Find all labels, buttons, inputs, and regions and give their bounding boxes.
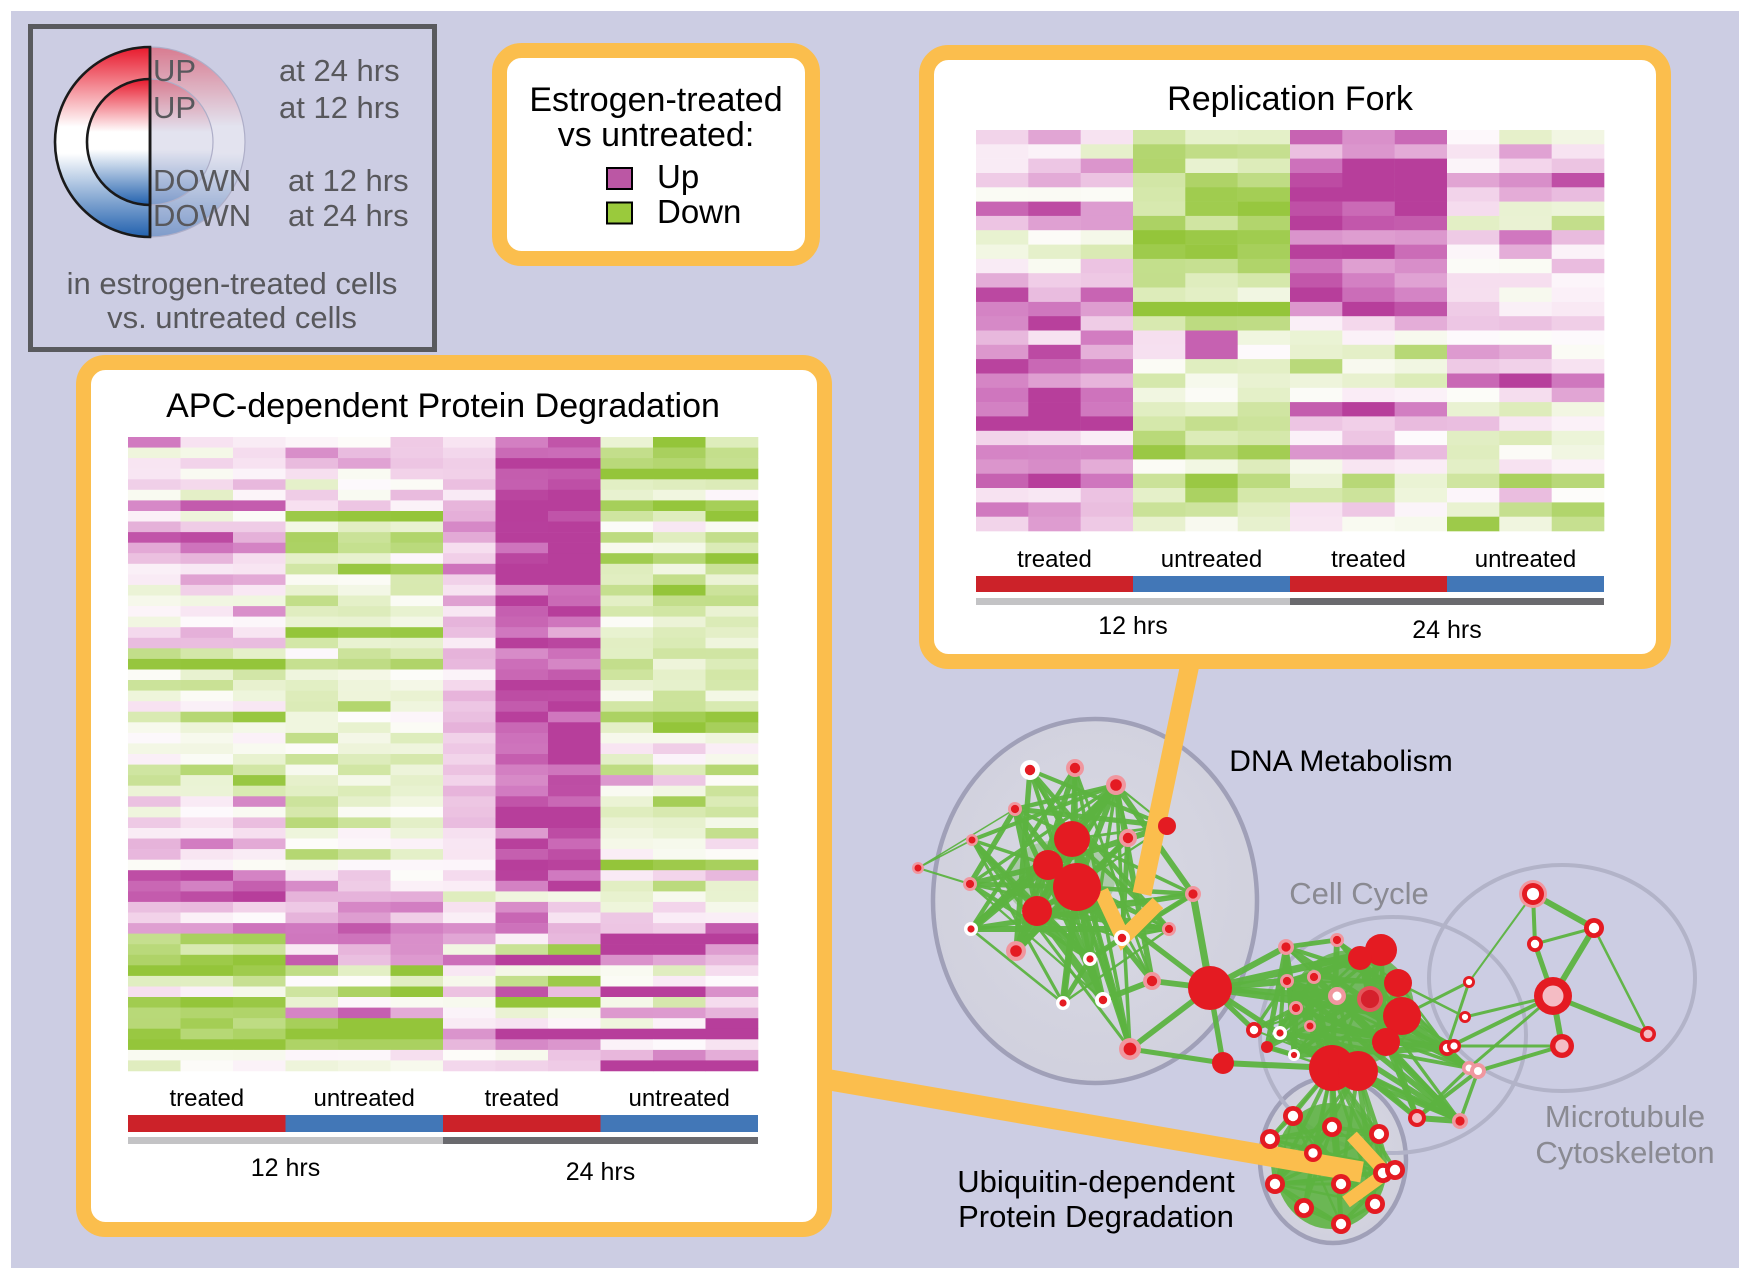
svg-text:12 hrs: 12 hrs bbox=[251, 1154, 320, 1182]
svg-text:treated: treated bbox=[169, 1085, 244, 1112]
svg-text:untreated: untreated bbox=[1475, 546, 1576, 573]
svg-text:Ubiquitin-dependent: Ubiquitin-dependent bbox=[957, 1164, 1235, 1199]
svg-text:in estrogen-treated cells: in estrogen-treated cells bbox=[67, 266, 398, 301]
svg-text:24 hrs: 24 hrs bbox=[566, 1158, 635, 1186]
svg-text:treated: treated bbox=[484, 1085, 559, 1112]
svg-text:DOWN: DOWN bbox=[153, 163, 251, 198]
svg-text:Protein Degradation: Protein Degradation bbox=[958, 1199, 1234, 1234]
svg-text:Down: Down bbox=[657, 193, 741, 230]
svg-text:Cell Cycle: Cell Cycle bbox=[1289, 876, 1429, 911]
svg-text:12 hrs: 12 hrs bbox=[1098, 612, 1167, 640]
svg-text:Up: Up bbox=[657, 158, 699, 195]
svg-text:at 24 hrs: at 24 hrs bbox=[288, 198, 409, 233]
svg-text:DNA Metabolism: DNA Metabolism bbox=[1229, 745, 1452, 778]
svg-text:vs untreated:: vs untreated: bbox=[558, 116, 755, 154]
svg-text:Replication Fork: Replication Fork bbox=[1167, 80, 1414, 118]
svg-text:DOWN: DOWN bbox=[153, 198, 251, 233]
svg-text:at 12 hrs: at 12 hrs bbox=[279, 90, 400, 125]
svg-text:treated: treated bbox=[1331, 546, 1406, 573]
svg-text:at 24 hrs: at 24 hrs bbox=[279, 53, 400, 88]
svg-text:untreated: untreated bbox=[1161, 546, 1262, 573]
svg-text:UP: UP bbox=[153, 53, 196, 88]
svg-text:at 12 hrs: at 12 hrs bbox=[288, 163, 409, 198]
svg-text:untreated: untreated bbox=[313, 1085, 414, 1112]
svg-text:24 hrs: 24 hrs bbox=[1412, 616, 1481, 644]
svg-text:Cytoskeleton: Cytoskeleton bbox=[1535, 1135, 1714, 1170]
svg-text:UP: UP bbox=[153, 90, 196, 125]
svg-text:treated: treated bbox=[1017, 546, 1092, 573]
svg-text:APC-dependent Protein Degradat: APC-dependent Protein Degradation bbox=[166, 387, 720, 425]
svg-text:untreated: untreated bbox=[628, 1085, 729, 1112]
svg-text:vs. untreated cells: vs. untreated cells bbox=[107, 300, 357, 335]
svg-text:Microtubule: Microtubule bbox=[1545, 1099, 1705, 1134]
svg-text:Estrogen-treated: Estrogen-treated bbox=[529, 81, 782, 119]
